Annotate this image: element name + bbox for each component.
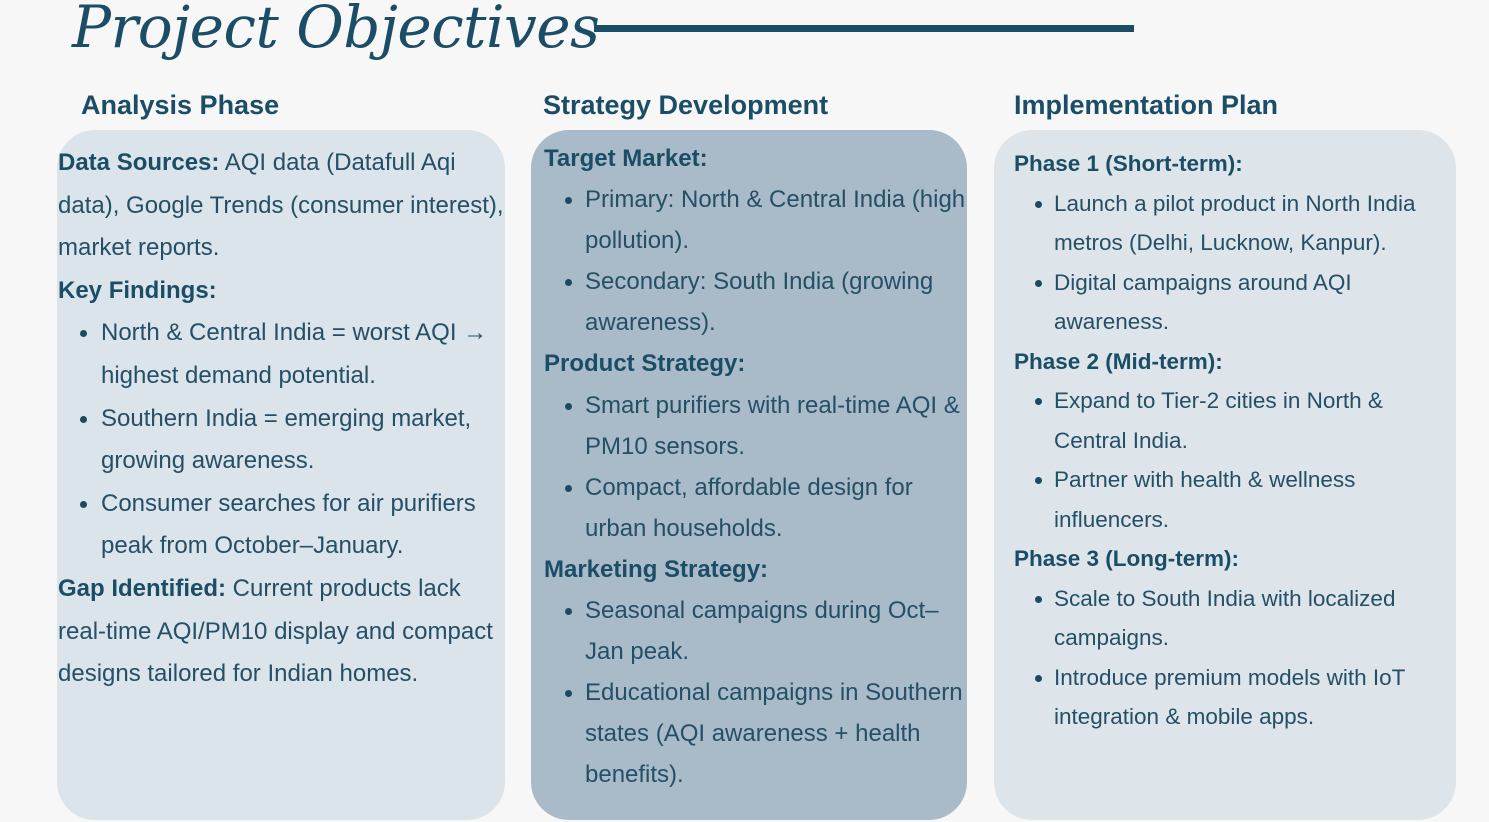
list-item: Scale to South India with localized camp…	[1035, 579, 1456, 658]
target-market-label: Target Market:	[544, 145, 708, 172]
list-item: Primary: North & Central India (high pol…	[565, 179, 967, 261]
phase-2-list: Expand to Tier-2 cities in North & Centr…	[1014, 381, 1456, 539]
data-sources-text: AQI data (Datafull Aqi data), Google Tre…	[58, 149, 504, 262]
list-item: Southern India = emerging market, growin…	[80, 398, 505, 483]
list-item: Digital campaigns around AQI awareness.	[1035, 263, 1456, 342]
phase-3-label: Phase 3 (Long-term):	[1014, 546, 1240, 571]
key-findings-list: North & Central India = worst AQI → high…	[58, 312, 505, 568]
data-sources-paragraph: Data Sources: AQI data (Datafull Aqi dat…	[58, 142, 505, 270]
implementation-card: Phase 1 (Short-term): Launch a pilot pro…	[994, 130, 1456, 820]
product-strategy-list: Smart purifiers with real-time AQI & PM1…	[544, 385, 967, 549]
list-item: Expand to Tier-2 cities in North & Centr…	[1035, 381, 1456, 460]
list-item: Secondary: South India (growing awarenes…	[565, 261, 967, 343]
list-item: Educational campaigns in Southern states…	[565, 672, 967, 795]
gap-identified-text: Current products lack real-time AQI/PM10…	[58, 574, 493, 688]
product-strategy-label: Product Strategy:	[544, 350, 746, 378]
data-sources-label: Data Sources:	[58, 149, 220, 176]
phase-1-list: Launch a pilot product in North India me…	[1014, 184, 1456, 342]
list-item: North & Central India = worst AQI → high…	[80, 312, 505, 397]
list-item: Smart purifiers with real-time AQI & PM1…	[565, 385, 967, 467]
strategy-heading: Strategy Development	[543, 90, 829, 120]
list-item: Launch a pilot product in North India me…	[1035, 184, 1456, 263]
analysis-heading: Analysis Phase	[81, 90, 280, 120]
list-item: Consumer searches for air purifiers peak…	[80, 483, 505, 568]
implementation-heading: Implementation Plan	[1014, 90, 1279, 120]
phase-2-label: Phase 2 (Mid-term):	[1014, 348, 1223, 374]
key-findings-label: Key Findings:	[58, 276, 217, 304]
list-item: Seasonal campaigns during Oct–Jan peak.	[565, 590, 967, 672]
phase-1-label: Phase 1 (Short-term):	[1014, 151, 1243, 176]
analysis-card: Data Sources: AQI data (Datafull Aqi dat…	[57, 130, 505, 820]
page-title: Project Objectives	[72, 0, 600, 61]
gap-identified-paragraph: Gap Identified: Current products lack re…	[58, 568, 505, 696]
list-item: Partner with health & wellness influence…	[1035, 460, 1456, 539]
marketing-strategy-label: Marketing Strategy:	[544, 555, 769, 583]
gap-identified-label: Gap Identified:	[58, 574, 226, 602]
list-item: Introduce premium models with IoT integr…	[1035, 658, 1456, 737]
list-item: Compact, affordable design for urban hou…	[565, 467, 967, 549]
phase-3-list: Scale to South India with localized camp…	[1014, 579, 1456, 737]
marketing-strategy-list: Seasonal campaigns during Oct–Jan peak. …	[544, 590, 967, 795]
title-divider	[594, 25, 1134, 32]
target-market-list: Primary: North & Central India (high pol…	[544, 179, 967, 343]
strategy-card: Target Market: Primary: North & Central …	[531, 130, 967, 820]
